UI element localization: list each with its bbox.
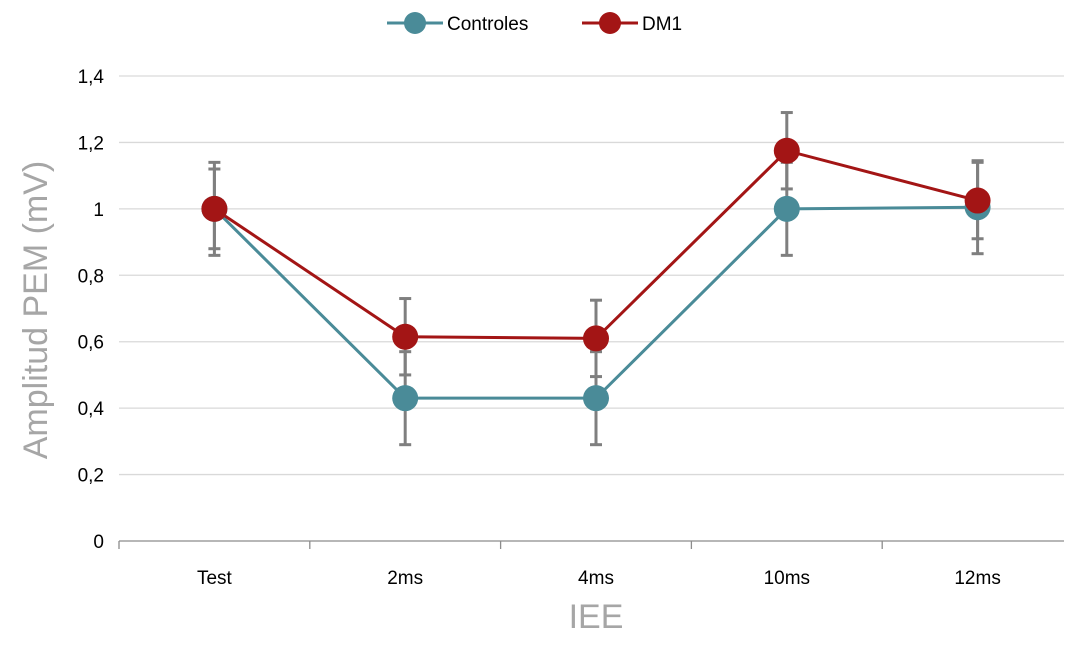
y-tick-label: 0,8 [78, 266, 104, 287]
y-tick-label: 0 [93, 532, 104, 553]
data-point [392, 385, 419, 412]
data-point [201, 195, 228, 222]
y-tick-label: 1,4 [78, 67, 105, 88]
legend-marker [404, 12, 426, 34]
legend: Controles DM1 [387, 12, 682, 35]
plot-area [201, 111, 991, 447]
legend-item: DM1 [582, 12, 682, 35]
legend-item: Controles [387, 12, 528, 35]
y-tick-label: 0,6 [78, 333, 104, 354]
gridlines [119, 75, 1064, 476]
y-tick-label: 1,2 [78, 133, 104, 154]
data-point [773, 137, 800, 164]
x-axis: Test 2ms 4ms 10ms 12ms [118, 540, 1064, 589]
x-tick-label: Test [197, 568, 233, 589]
data-point [392, 323, 419, 350]
x-tick-label: 2ms [387, 568, 423, 589]
data-point [583, 325, 609, 352]
x-tick-label: 4ms [578, 568, 614, 589]
y-axis-title: Amplitud PEM (mV) [17, 161, 55, 460]
data-point [583, 385, 609, 412]
legend-label: DM1 [642, 14, 682, 35]
x-tick-label: 12ms [954, 568, 1000, 589]
x-tick-label: 10ms [764, 568, 810, 589]
x-axis-title: IEE [569, 598, 624, 636]
data-point [964, 187, 991, 214]
y-axis: 0 0,2 0,4 0,6 0,8 1 1,2 1,4 [78, 67, 105, 553]
legend-marker [599, 12, 621, 34]
y-tick-label: 0,4 [78, 399, 105, 420]
y-tick-label: 1 [93, 200, 104, 221]
data-point [773, 195, 800, 222]
y-tick-label: 0,2 [78, 466, 104, 487]
legend-label: Controles [447, 14, 528, 35]
